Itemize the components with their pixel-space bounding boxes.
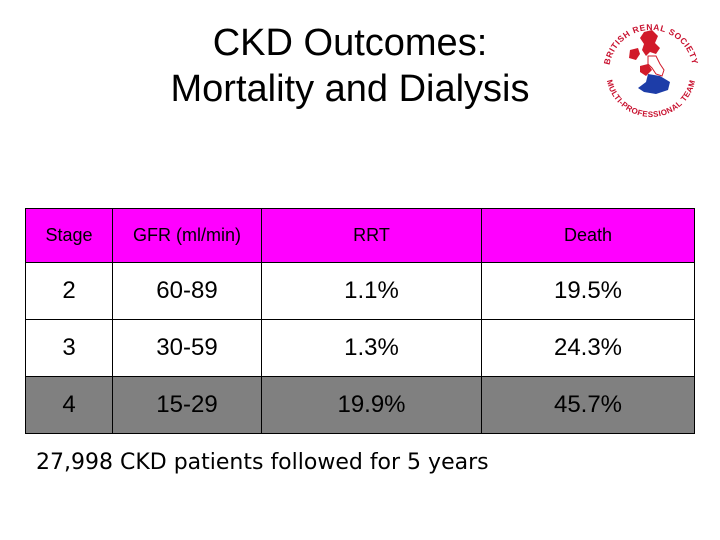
cell-rrt: 1.1% bbox=[261, 262, 482, 320]
title-line-2: Mortality and Dialysis bbox=[170, 68, 530, 110]
cell-stage: 4 bbox=[25, 376, 113, 434]
cell-rrt: 19.9% bbox=[261, 376, 482, 434]
title-line-1: CKD Outcomes: bbox=[212, 22, 488, 64]
cell-gfr: 15-29 bbox=[112, 376, 262, 434]
cell-death: 24.3% bbox=[481, 319, 695, 377]
uk-map-icon bbox=[629, 30, 670, 94]
header-gfr: GFR (ml/min) bbox=[112, 208, 262, 263]
cell-stage: 3 bbox=[25, 319, 113, 377]
cell-stage: 2 bbox=[25, 262, 113, 320]
british-renal-society-logo: BRITISH RENAL SOCIETY MULTI-PROFESSIONAL… bbox=[602, 22, 700, 119]
ckd-outcomes-table: Stage GFR (ml/min) RRT Death 2 60-89 1.1… bbox=[25, 208, 695, 434]
table-row: 3 30-59 1.3% 24.3% bbox=[25, 319, 695, 377]
header-rrt: RRT bbox=[261, 208, 482, 263]
table-header-row: Stage GFR (ml/min) RRT Death bbox=[25, 208, 695, 263]
table-row: 2 60-89 1.1% 19.5% bbox=[25, 262, 695, 320]
cell-rrt: 1.3% bbox=[261, 319, 482, 377]
cell-death: 45.7% bbox=[481, 376, 695, 434]
slide-title: CKD Outcomes: Mortality and Dialysis bbox=[90, 20, 610, 112]
table-row: 4 15-29 19.9% 45.7% bbox=[25, 376, 695, 434]
cell-death: 19.5% bbox=[481, 262, 695, 320]
cell-gfr: 30-59 bbox=[112, 319, 262, 377]
footnote: 27,998 CKD patients followed for 5 years bbox=[36, 450, 489, 475]
header-death: Death bbox=[481, 208, 695, 263]
cell-gfr: 60-89 bbox=[112, 262, 262, 320]
header-stage: Stage bbox=[25, 208, 113, 263]
